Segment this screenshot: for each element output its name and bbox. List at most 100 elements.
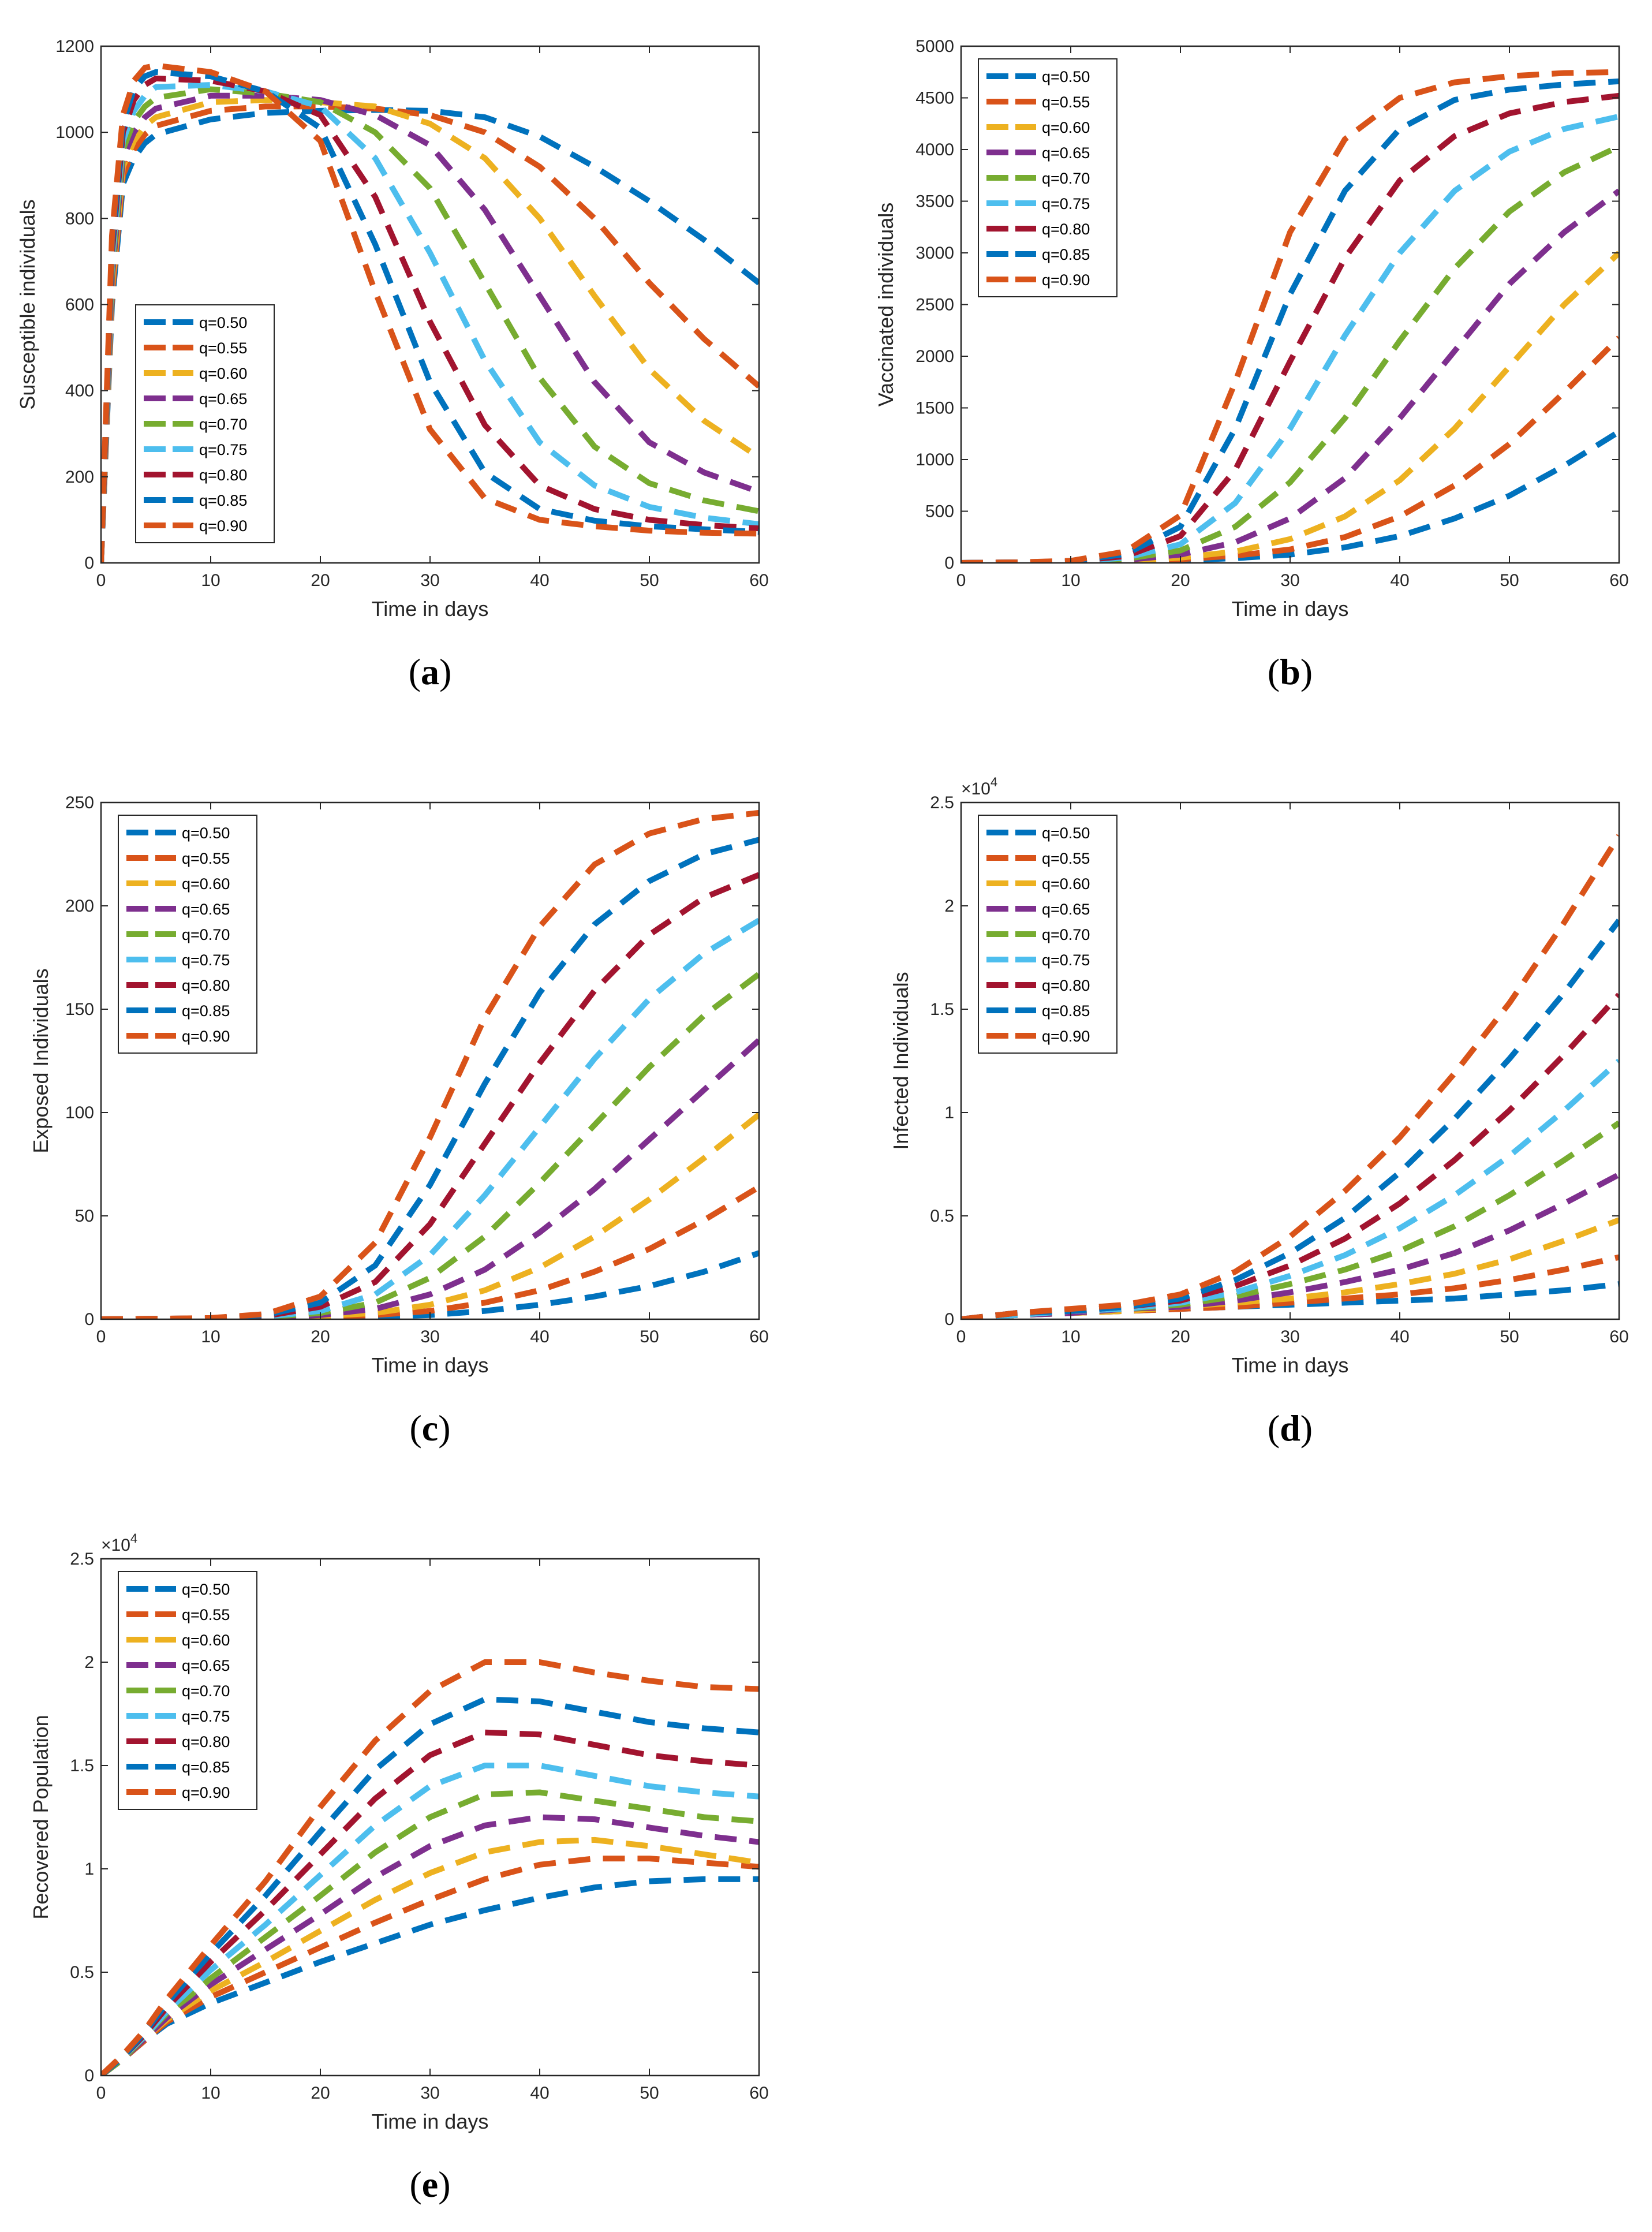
legend-label: q=0.75 bbox=[1042, 951, 1090, 969]
y-tick-label: 0 bbox=[84, 2066, 94, 2085]
y-tick-label: 0.5 bbox=[70, 1963, 94, 1982]
x-tick-label: 0 bbox=[96, 1327, 106, 1346]
legend-label: q=0.75 bbox=[199, 441, 247, 458]
x-tick-label: 50 bbox=[640, 571, 659, 590]
y-tick-label: 4000 bbox=[915, 140, 954, 159]
legend: q=0.50 q=0.55 q=0.60 q=0.65 q=0.70 q=0.75 q=0.… bbox=[135, 304, 275, 543]
legend-label: q=0.50 bbox=[182, 1581, 230, 1598]
panel-caption: (a) bbox=[409, 651, 452, 692]
legend-label: q=0.80 bbox=[182, 977, 230, 994]
legend-label: q=0.70 bbox=[1042, 926, 1090, 943]
legend-label: q=0.65 bbox=[1042, 144, 1090, 162]
legend-label: q=0.60 bbox=[199, 365, 247, 382]
y-axis-label: Infected Individuals bbox=[889, 972, 913, 1149]
y-tick-label: 500 bbox=[925, 502, 954, 521]
y-tick-label: 1 bbox=[84, 1860, 94, 1879]
y-tick-label: 1000 bbox=[55, 123, 94, 142]
legend-label: q=0.50 bbox=[1042, 68, 1090, 85]
x-tick-label: 40 bbox=[530, 571, 549, 590]
y-tick-label: 5000 bbox=[915, 37, 954, 56]
y-tick-label: 0 bbox=[84, 554, 94, 573]
legend-label: q=0.90 bbox=[182, 1028, 230, 1045]
series-line-q=0.90 bbox=[101, 62, 759, 563]
legend-label: q=0.50 bbox=[182, 824, 230, 842]
x-tick-label: 50 bbox=[640, 2084, 659, 2103]
y-tick-label: 250 bbox=[65, 793, 94, 812]
y-tick-label: 1.5 bbox=[930, 1000, 954, 1019]
series-line-q=0.90 bbox=[101, 1659, 759, 2076]
legend-label: q=0.55 bbox=[1042, 94, 1090, 111]
y-tick-label: 0 bbox=[944, 554, 954, 573]
axis-exponent: ×104 bbox=[961, 775, 997, 798]
x-tick-label: 10 bbox=[201, 2084, 220, 2103]
y-tick-label: 1500 bbox=[915, 399, 954, 418]
legend-label: q=0.80 bbox=[182, 1733, 230, 1750]
legend-label: q=0.75 bbox=[182, 1708, 230, 1725]
series-line-q=0.50 bbox=[101, 107, 759, 563]
x-tick-label: 50 bbox=[1500, 1327, 1519, 1346]
legend: q=0.50 q=0.55 q=0.60 q=0.65 q=0.70 q=0.75 q=0.… bbox=[978, 815, 1117, 1054]
x-tick-label: 60 bbox=[749, 1327, 768, 1346]
y-tick-label: 2000 bbox=[915, 347, 954, 366]
legend-label: q=0.60 bbox=[1042, 875, 1090, 893]
y-tick-label: 0.5 bbox=[930, 1207, 954, 1226]
legend-label: q=0.50 bbox=[1042, 824, 1090, 842]
axis-exponent: ×104 bbox=[101, 1531, 137, 1555]
x-tick-label: 60 bbox=[749, 571, 768, 590]
x-tick-label: 20 bbox=[311, 2084, 330, 2103]
y-tick-label: 3500 bbox=[915, 192, 954, 211]
y-tick-label: 3000 bbox=[915, 244, 954, 263]
legend-label: q=0.75 bbox=[1042, 195, 1090, 212]
x-tick-label: 0 bbox=[96, 2084, 106, 2103]
legend-label: q=0.65 bbox=[199, 390, 247, 408]
legend-label: q=0.80 bbox=[1042, 977, 1090, 994]
legend-label: q=0.60 bbox=[182, 1632, 230, 1649]
x-tick-label: 60 bbox=[749, 2084, 768, 2103]
x-tick-label: 10 bbox=[201, 571, 220, 590]
legend-label: q=0.55 bbox=[182, 1606, 230, 1623]
chart-c: 0 10 20 30 40 50 60 0 50 100 150 200 250 Time in days… bbox=[29, 793, 769, 1449]
legend-label: q=0.70 bbox=[182, 1682, 230, 1700]
x-axis-label: Time in days bbox=[1232, 1353, 1349, 1377]
x-tick-label: 0 bbox=[956, 1327, 966, 1346]
panel-caption: (b) bbox=[1268, 651, 1313, 692]
x-tick-label: 60 bbox=[1609, 571, 1628, 590]
y-tick-label: 800 bbox=[65, 209, 94, 228]
series-line-q=0.75 bbox=[101, 82, 759, 563]
series-line-q=0.70 bbox=[101, 86, 759, 563]
x-tick-label: 30 bbox=[420, 2084, 439, 2103]
y-tick-label: 1000 bbox=[915, 450, 954, 469]
legend-label: q=0.50 bbox=[199, 314, 247, 331]
legend-label: q=0.55 bbox=[1042, 850, 1090, 867]
legend-label: q=0.70 bbox=[199, 416, 247, 433]
y-tick-label: 1 bbox=[944, 1103, 954, 1122]
legend-label: q=0.60 bbox=[1042, 119, 1090, 136]
y-tick-label: 100 bbox=[65, 1103, 94, 1122]
legend-label: q=0.80 bbox=[1042, 221, 1090, 238]
legend-label: q=0.70 bbox=[1042, 170, 1090, 187]
legend: q=0.50 q=0.55 q=0.60 q=0.65 q=0.70 q=0.75 q=0.… bbox=[118, 1571, 257, 1810]
legend-label: q=0.85 bbox=[1042, 246, 1090, 263]
x-tick-label: 20 bbox=[1171, 1327, 1190, 1346]
chart-e: 0 10 20 30 40 50 60 0 0.5 1 1.5 2 2.5 ×104 Time in day… bbox=[29, 1531, 769, 2205]
y-axis-label: Exposed Individuals bbox=[29, 968, 53, 1153]
y-tick-label: 600 bbox=[65, 296, 94, 315]
legend: q=0.50 q=0.55 q=0.60 q=0.65 q=0.70 q=0.75 q=0.… bbox=[118, 815, 257, 1054]
x-tick-label: 10 bbox=[1061, 1327, 1080, 1346]
legend-label: q=0.65 bbox=[182, 901, 230, 918]
y-tick-label: 2 bbox=[944, 897, 954, 916]
y-tick-label: 2500 bbox=[915, 296, 954, 315]
panel-caption: (d) bbox=[1268, 1408, 1313, 1449]
x-tick-label: 20 bbox=[311, 571, 330, 590]
legend-label: q=0.80 bbox=[199, 466, 247, 484]
chart-b: 0 10 20 30 40 50 60 0 500 1000 1500 2000 2500 3000 350… bbox=[874, 37, 1629, 692]
x-tick-label: 0 bbox=[96, 571, 106, 590]
chart-d: 0 10 20 30 40 50 60 0 0.5 1 1.5 2 2.5 ×104 Time in day… bbox=[889, 775, 1629, 1449]
panel-caption: (c) bbox=[409, 1408, 450, 1449]
legend-label: q=0.65 bbox=[182, 1657, 230, 1674]
y-axis-label: Recovered Population bbox=[29, 1715, 53, 1919]
legend-label: q=0.70 bbox=[182, 926, 230, 943]
legend-label: q=0.75 bbox=[182, 951, 230, 969]
legend-label: q=0.85 bbox=[1042, 1002, 1090, 1020]
legend-label: q=0.90 bbox=[182, 1784, 230, 1801]
